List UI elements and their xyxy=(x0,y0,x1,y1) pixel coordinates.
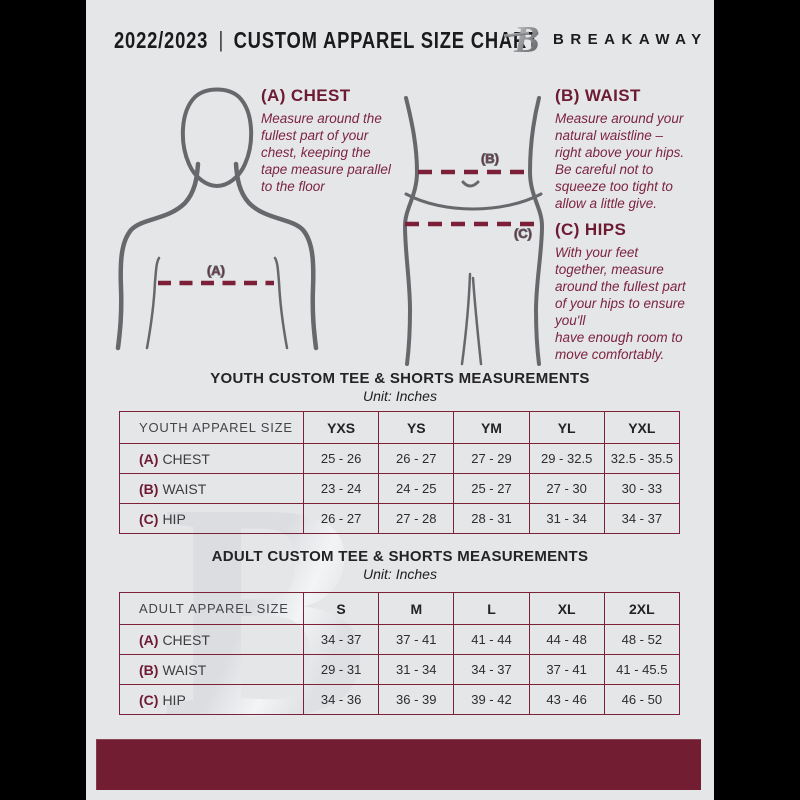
row-measure: HIP xyxy=(162,510,186,527)
lower-body-figure: (B) (C) xyxy=(402,96,545,366)
table-header-cell: L xyxy=(453,592,530,625)
table-header-cell: 2XL xyxy=(603,592,680,625)
waist-heading: (B) WAIST xyxy=(555,86,641,105)
adult-section-title: ADULT CUSTOM TEE & SHORTS MEASUREMENTS xyxy=(211,548,589,565)
table-cell: 43 - 46 xyxy=(528,684,605,715)
upper-body-figure: (A) xyxy=(115,87,319,351)
chest-marker-label: (A) xyxy=(207,263,225,278)
table-cell: 37 - 41 xyxy=(528,654,605,685)
row-label: (A) CHEST xyxy=(119,443,304,474)
table-cell: 25 - 27 xyxy=(453,473,530,504)
table-cell: 27 - 28 xyxy=(378,503,455,534)
table-cell: 39 - 42 xyxy=(453,684,530,715)
chest-description: Measure around the fullest part of your … xyxy=(261,111,391,194)
table-cell: 44 - 48 xyxy=(528,624,605,655)
table-row: (A) CHEST 34 - 37 37 - 41 41 - 44 44 - 48… xyxy=(119,624,680,655)
row-key: (A) xyxy=(139,450,159,467)
row-label: (C) HIP xyxy=(119,503,304,534)
page-header: 2022/2023 | CUSTOM APPAREL SIZE CHART xyxy=(114,25,539,55)
table-cell: 29 - 31 xyxy=(302,654,380,685)
table-header-cell: M xyxy=(378,592,455,625)
table-cell: 26 - 27 xyxy=(302,503,380,534)
table-row: (C) HIP 26 - 27 27 - 28 28 - 31 31 - 34 3… xyxy=(119,503,680,534)
header-divider: | xyxy=(218,27,224,52)
adult-table: ADULT APPAREL SIZE S M L XL 2XL (A) CHEST… xyxy=(119,592,680,715)
table-cell: 46 - 50 xyxy=(603,684,680,715)
table-row: (C) HIP 34 - 36 36 - 39 39 - 42 43 - 46 4… xyxy=(119,684,680,715)
table-cell: 28 - 31 xyxy=(453,503,530,534)
table-cell: 37 - 41 xyxy=(378,624,455,655)
row-key: (B) xyxy=(139,480,159,497)
table-cell: 34 - 36 xyxy=(302,684,380,715)
table-cell: 34 - 37 xyxy=(453,654,530,685)
table-header-cell: XL xyxy=(528,592,605,625)
page-title: CUSTOM APPAREL SIZE CHART xyxy=(233,26,540,53)
row-measure: CHEST xyxy=(162,450,210,467)
row-key: (A) xyxy=(139,631,159,648)
table-cell: 41 - 45.5 xyxy=(603,654,680,685)
table-cell: 34 - 37 xyxy=(603,503,680,534)
youth-unit-label: Unit: Inches xyxy=(363,388,437,404)
table-cell: 25 - 26 xyxy=(302,443,380,474)
table-cell: 29 - 32.5 xyxy=(528,443,605,474)
row-key: (B) xyxy=(139,661,159,678)
row-measure: CHEST xyxy=(162,631,210,648)
waist-marker-label: (B) xyxy=(481,151,499,166)
row-measure: HIP xyxy=(162,691,186,708)
table-cell: 26 - 27 xyxy=(378,443,455,474)
table-header-cell: YS xyxy=(378,411,455,444)
youth-section-title: YOUTH CUSTOM TEE & SHORTS MEASUREMENTS xyxy=(210,370,590,387)
table-header-cell: YM xyxy=(453,411,530,444)
table-header-row: YOUTH APPAREL SIZE YXS YS YM YL YXL xyxy=(119,411,680,444)
table-header-row: ADULT APPAREL SIZE S M L XL 2XL xyxy=(119,592,680,625)
table-cell: 23 - 24 xyxy=(302,473,380,504)
table-row: (A) CHEST 25 - 26 26 - 27 27 - 29 29 - 32… xyxy=(119,443,680,474)
row-label: (B) WAIST xyxy=(119,473,304,504)
hips-marker-label: (C) xyxy=(514,226,532,241)
season-label: 2022/2023 xyxy=(114,26,209,53)
row-label: (B) WAIST xyxy=(119,654,304,685)
table-cell: 24 - 25 xyxy=(378,473,455,504)
row-measure: WAIST xyxy=(162,661,207,678)
waist-description: Measure around your natural waistline – … xyxy=(555,111,685,211)
table-row: (B) WAIST 23 - 24 24 - 25 25 - 27 27 - 30… xyxy=(119,473,680,504)
table-cell: 27 - 29 xyxy=(453,443,530,474)
table-header-cell: S xyxy=(302,592,380,625)
row-label: (A) CHEST xyxy=(119,624,304,655)
table-cell: 31 - 34 xyxy=(378,654,455,685)
brand-name: BREAKAWAY xyxy=(553,31,708,48)
row-key: (C) xyxy=(139,510,159,527)
adult-unit-label: Unit: Inches xyxy=(363,566,437,582)
youth-table: YOUTH APPAREL SIZE YXS YS YM YL YXL (A) C… xyxy=(119,411,680,534)
brand-logo-icon: B xyxy=(502,19,548,64)
footer-bar xyxy=(96,739,701,790)
table-cell: 31 - 34 xyxy=(528,503,605,534)
table-cell: 36 - 39 xyxy=(378,684,455,715)
table-cell: 30 - 33 xyxy=(603,473,680,504)
hips-heading: (C) HIPS xyxy=(555,220,627,239)
table-row: (B) WAIST 29 - 31 31 - 34 34 - 37 37 - 41… xyxy=(119,654,680,685)
table-cell: 34 - 37 xyxy=(302,624,380,655)
document-page: B 2022/2023 | CUSTOM APPAREL SIZE CHART … xyxy=(86,0,714,800)
table-header-cell: ADULT APPAREL SIZE xyxy=(119,592,304,625)
row-measure: WAIST xyxy=(162,480,207,497)
chest-heading: (A) CHEST xyxy=(261,86,351,105)
table-header-cell: YOUTH APPAREL SIZE xyxy=(119,411,304,444)
table-header-cell: YXL xyxy=(603,411,680,444)
row-key: (C) xyxy=(139,691,159,708)
table-cell: 41 - 44 xyxy=(453,624,530,655)
hips-description: With your feet together, measure around … xyxy=(555,245,686,362)
row-label: (C) HIP xyxy=(119,684,304,715)
table-header-cell: YL xyxy=(528,411,605,444)
table-header-cell: YXS xyxy=(302,411,380,444)
table-cell: 27 - 30 xyxy=(528,473,605,504)
table-cell: 32.5 - 35.5 xyxy=(603,443,680,474)
table-cell: 48 - 52 xyxy=(603,624,680,655)
